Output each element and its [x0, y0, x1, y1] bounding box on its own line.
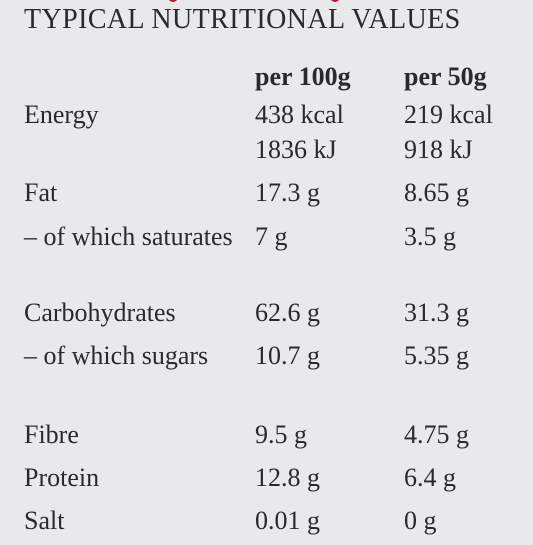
- energy-kj-per-100g: 1836 kJ: [255, 135, 337, 164]
- energy-kcal-per-100g: 438 kcal: [255, 100, 344, 129]
- protein-per-50g: 6.4 g: [404, 463, 456, 492]
- row-label-saturates: – of which saturates: [24, 222, 233, 251]
- row-label-energy: Energy: [24, 100, 99, 129]
- fibre-per-100g: 9.5 g: [255, 420, 307, 449]
- column-header-per-100g: per 100g: [255, 62, 351, 91]
- salt-per-50g: 0 g: [404, 506, 437, 535]
- carbohydrates-per-100g: 62.6 g: [255, 298, 320, 327]
- saturates-per-100g: 7 g: [255, 222, 288, 251]
- column-header-per-50g: per 50g: [404, 62, 487, 91]
- sugars-per-100g: 10.7 g: [255, 341, 320, 370]
- fibre-per-50g: 4.75 g: [404, 420, 469, 449]
- row-label-sugars: – of which sugars: [24, 341, 209, 370]
- red-heading-fragment: [168, 0, 178, 2]
- saturates-per-50g: 3.5 g: [404, 222, 456, 251]
- fat-per-100g: 17.3 g: [255, 178, 320, 207]
- row-label-carbohydrates: Carbohydrates: [24, 298, 176, 327]
- row-label-salt: Salt: [24, 506, 65, 535]
- energy-kj-per-50g: 918 kJ: [404, 135, 473, 164]
- energy-kcal-per-50g: 219 kcal: [404, 100, 493, 129]
- row-label-fibre: Fibre: [24, 420, 79, 449]
- salt-per-100g: 0.01 g: [255, 506, 320, 535]
- row-label-protein: Protein: [24, 463, 100, 492]
- protein-per-100g: 12.8 g: [255, 463, 320, 492]
- table-title: TYPICAL NUTRITIONAL VALUES: [24, 4, 461, 35]
- row-label-fat: Fat: [24, 178, 58, 207]
- carbohydrates-per-50g: 31.3 g: [404, 298, 469, 327]
- sugars-per-50g: 5.35 g: [404, 341, 469, 370]
- red-heading-fragment: [330, 0, 340, 2]
- fat-per-50g: 8.65 g: [404, 178, 469, 207]
